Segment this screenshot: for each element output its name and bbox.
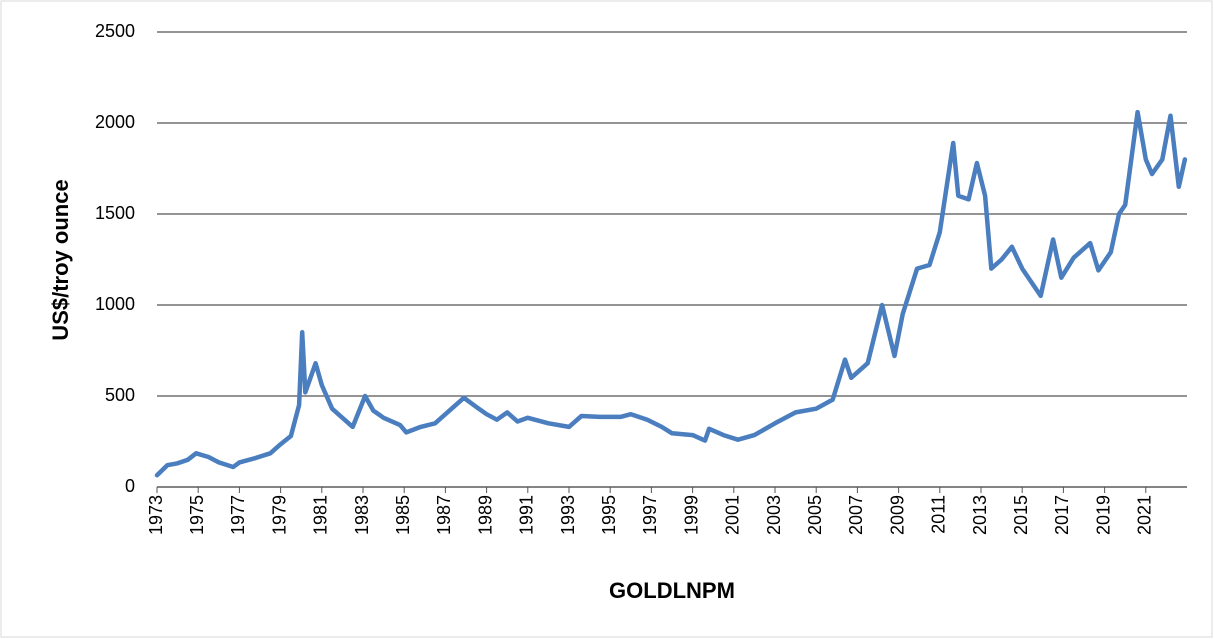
y-tick-label: 1500: [95, 203, 135, 223]
x-tick-label: 1975: [187, 495, 207, 535]
y-tick-label: 500: [105, 385, 135, 405]
x-tick-label: 1985: [393, 495, 413, 535]
x-tick-label: 1987: [434, 495, 454, 535]
x-tick-label: 2005: [805, 495, 825, 535]
y-tick-label: 0: [125, 476, 135, 496]
x-tick-label: 1983: [352, 495, 372, 535]
x-axis-label: GOLDLNPM: [609, 578, 735, 603]
x-tick-label: 1973: [146, 495, 166, 535]
x-tick-label: 2015: [1011, 495, 1031, 535]
x-tick-label: 1995: [599, 495, 619, 535]
x-tick-label: 2009: [887, 495, 907, 535]
x-tick-label: 2001: [723, 495, 743, 535]
x-tick-label: 2019: [1093, 495, 1113, 535]
x-tick-label: 2021: [1135, 495, 1155, 535]
x-tick-label: 1979: [269, 495, 289, 535]
x-tick-label: 1993: [558, 495, 578, 535]
x-tick-label: 2017: [1052, 495, 1072, 535]
x-tick-label: 1981: [311, 495, 331, 535]
x-tick-label: 1989: [475, 495, 495, 535]
y-tick-label: 2500: [95, 21, 135, 41]
y-axis-label: US$/troy ounce: [48, 179, 73, 340]
y-tick-label: 1000: [95, 294, 135, 314]
price-line: [154, 109, 1188, 478]
x-tick-label: 2013: [970, 495, 990, 535]
x-tick-label: 1997: [640, 495, 660, 535]
x-tick-label: 1977: [228, 495, 248, 535]
x-tick-label: 1999: [681, 495, 701, 535]
x-tick-label: 2003: [764, 495, 784, 535]
x-tick-label: 2007: [846, 495, 866, 535]
y-tick-label: 2000: [95, 112, 135, 132]
x-tick-label: 1991: [517, 495, 537, 535]
x-tick-label: 2011: [929, 495, 949, 534]
